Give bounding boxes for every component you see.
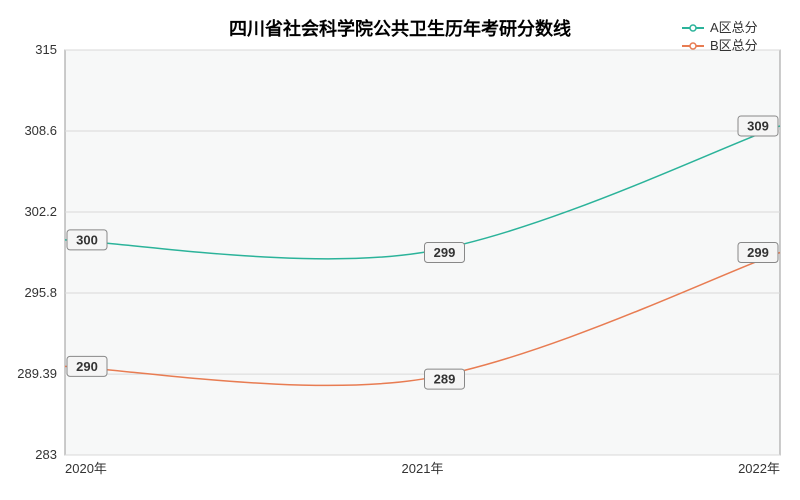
x-tick-label: 2021年	[402, 461, 444, 476]
y-tick-label: 289.39	[17, 366, 57, 381]
y-tick-label: 295.8	[24, 285, 57, 300]
data-label: 289	[434, 372, 456, 387]
y-tick-label: 315	[35, 42, 57, 57]
y-tick-label: 302.2	[24, 204, 57, 219]
data-label: 290	[76, 359, 98, 374]
data-label: 300	[76, 232, 98, 247]
chart-svg: 283289.39295.8302.2308.6315 2020年2021年20…	[0, 0, 800, 500]
data-label: 309	[747, 118, 769, 133]
y-tick-label: 308.6	[24, 123, 57, 138]
y-tick-label: 283	[35, 447, 57, 462]
chart-title: 四川省社会科学院公共卫生历年考研分数线	[229, 18, 571, 39]
y-axis: 283 289.39 295.8 302.2 308.6 315	[17, 42, 57, 462]
x-axis: 2020年 2021年 2022年	[65, 461, 780, 476]
legend-label: A区总分	[710, 20, 758, 35]
data-label: 299	[747, 245, 769, 260]
x-tick-label: 2022年	[738, 461, 780, 476]
data-label: 299	[434, 245, 456, 260]
legend-label: B区总分	[710, 38, 758, 53]
legend-marker	[690, 25, 696, 31]
legend: A区总分 B区总分	[682, 20, 758, 53]
chart-container: 283289.39295.8302.2308.6315 2020年2021年20…	[0, 0, 800, 500]
x-tick-label: 2020年	[65, 461, 107, 476]
legend-marker	[690, 43, 696, 49]
